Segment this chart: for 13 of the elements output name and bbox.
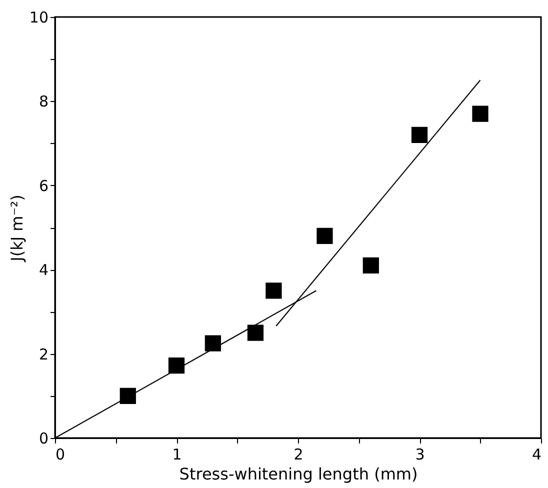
y-tick-label: 10: [29, 8, 48, 26]
x-tick-label: 0: [56, 446, 66, 464]
y-tick-label: 6: [38, 176, 48, 195]
x-tick-label: 1: [172, 446, 182, 464]
y-tick-label: 8: [38, 92, 48, 111]
y-tick-label: 4: [38, 261, 48, 280]
x-axis-title: Stress-whitening length (mm): [179, 464, 418, 484]
y-tick-label: 2: [38, 345, 48, 364]
y-axis-title: J(kJ m⁻²): [7, 194, 26, 262]
x-tick-label: 2: [294, 446, 304, 464]
y-tick-label: 0: [38, 430, 48, 448]
x-tick-label: 4: [532, 446, 542, 464]
x-tick-label: 3: [415, 446, 425, 464]
